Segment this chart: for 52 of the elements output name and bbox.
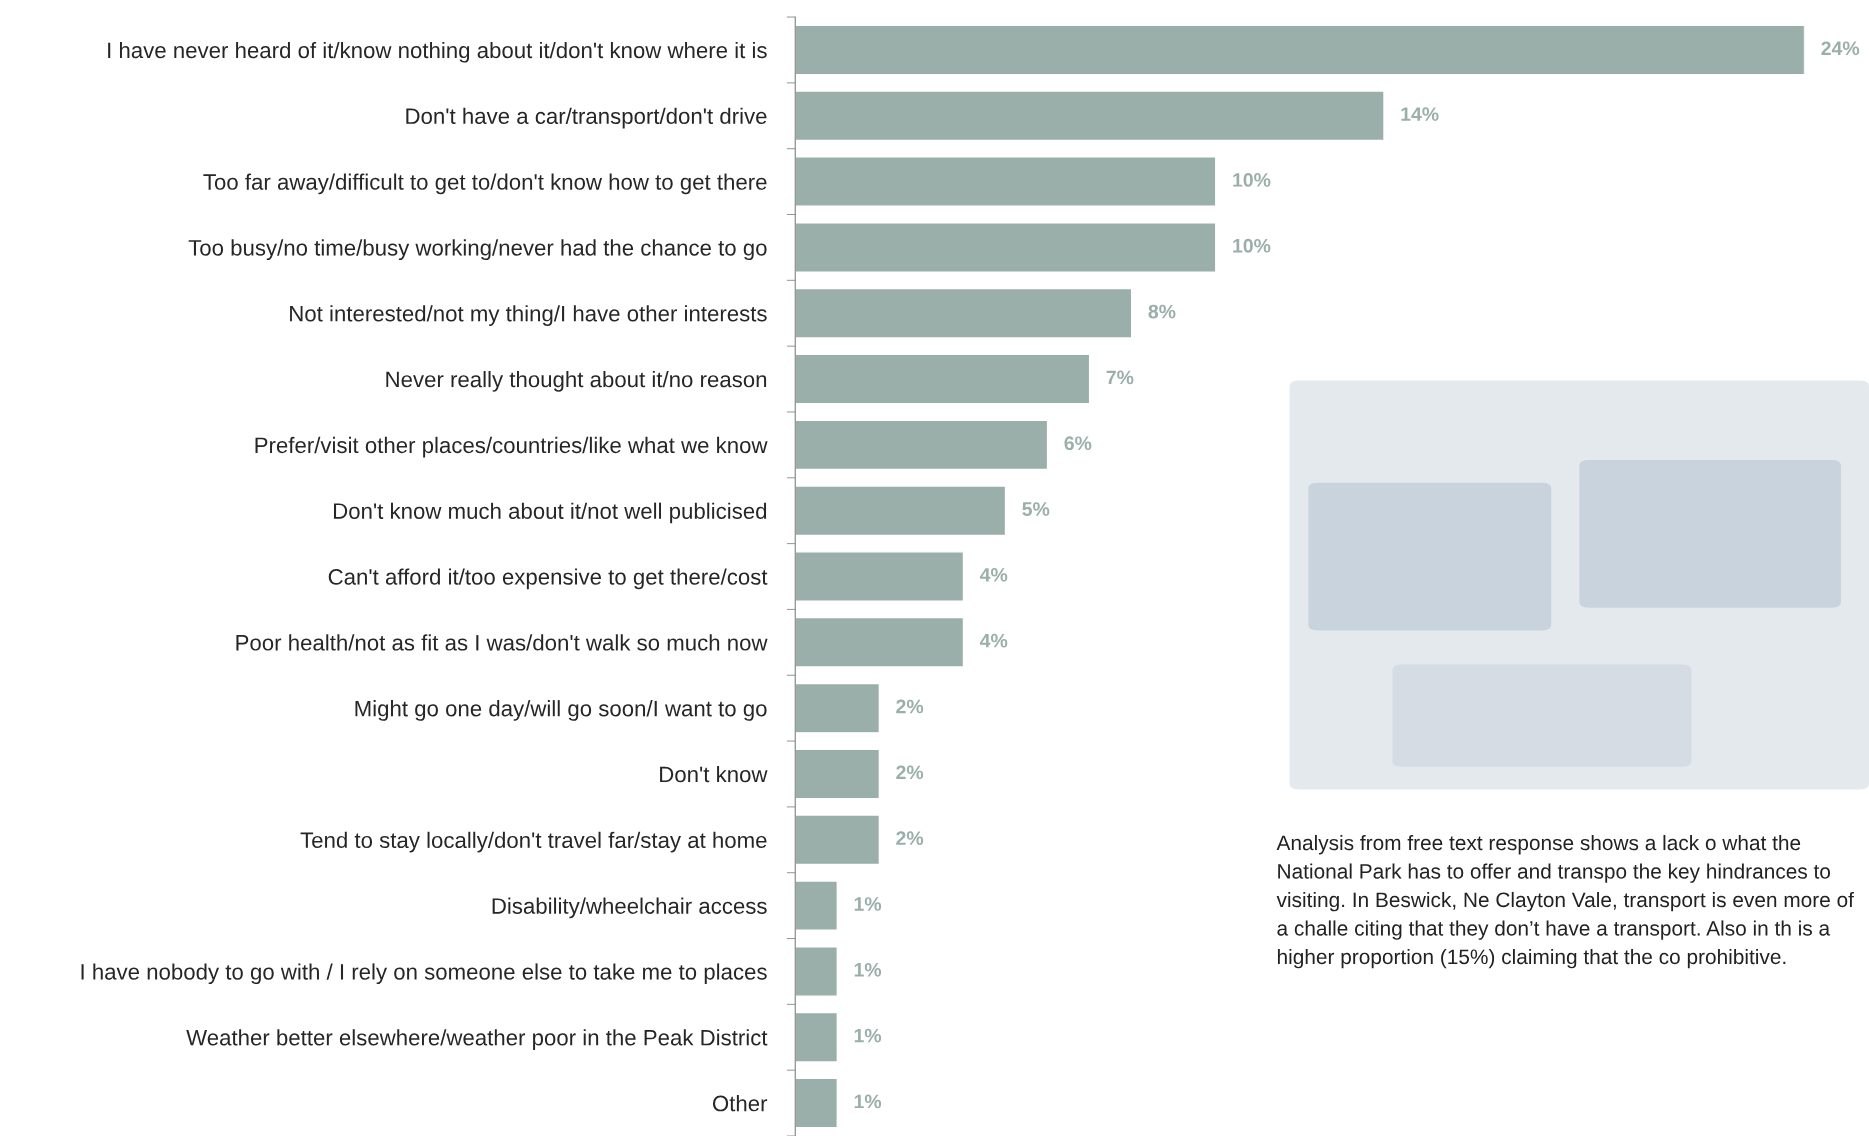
bar <box>795 287 1133 339</box>
bar <box>795 814 881 866</box>
y-tick-label: Might go one day/will go soon/I want to go <box>355 700 767 721</box>
y-tick-label: Too far away/difficult to get to/don't know how to get there <box>203 173 767 195</box>
y-tick-label: I have never heard of it/know nothing about it/don't know where it is <box>108 41 767 63</box>
data-label: 2% <box>896 765 924 780</box>
y-tick-label: Never really thought about it/no reason <box>386 371 767 392</box>
data-label: 1% <box>854 1094 882 1109</box>
bar <box>795 551 965 602</box>
bar <box>795 156 1217 207</box>
y-tick-label: Not interested/not my thing/I have other interests <box>290 305 767 326</box>
data-label: 2% <box>896 699 924 714</box>
bar <box>795 419 1049 471</box>
y-tick-label: I have nobody to go with / I rely on someone else to take me to places <box>81 963 767 985</box>
y-tick-label: Weather better elsewhere/weather poor in the Peak District <box>186 1029 768 1050</box>
bar <box>795 1011 839 1063</box>
bar <box>795 880 839 932</box>
y-tick-label: Poor health/not as fit as I was/don't walk so much now <box>236 634 768 651</box>
bar <box>795 616 965 668</box>
y-tick-label: Too busy/no time/busy working/never had the chance to go <box>188 239 767 261</box>
bar <box>795 946 839 997</box>
data-label: 8% <box>1148 304 1176 319</box>
data-label: 4% <box>979 633 1008 648</box>
bar <box>795 24 1805 76</box>
y-tick-label: Don't know much about it/not well publicised <box>333 502 767 524</box>
data-label: 5% <box>1022 502 1050 516</box>
y-tick-label: Tend to stay locally/don't travel far/stay at home <box>300 831 767 853</box>
data-label: 24% <box>1821 41 1860 56</box>
bar <box>795 90 1385 142</box>
bar <box>795 1077 839 1129</box>
bar <box>795 222 1217 273</box>
data-label: 1% <box>854 897 882 911</box>
data-label: 6% <box>1064 436 1092 451</box>
y-tick-label: Don't know <box>660 765 768 783</box>
y-tick-label: Can't afford it/too expensive to get there/cost <box>328 568 768 590</box>
data-label: 2% <box>896 831 924 845</box>
y-tick-label: Prefer/visit other places/countries/like what we know <box>255 436 768 458</box>
data-label: 7% <box>1106 370 1134 385</box>
data-label: 1% <box>854 962 882 977</box>
bar <box>795 748 881 800</box>
data-label: 14% <box>1401 107 1439 121</box>
y-tick-label: Disability/wheelchair access <box>492 897 767 919</box>
data-label: 10% <box>1233 238 1271 253</box>
bar <box>795 485 1007 537</box>
data-label: 1% <box>854 1028 882 1043</box>
annotation: Analysis from free text response shows a lack o what the National Park has to offer and transpo the key hindrances to visiting. In Beswick, Ne Clayton Vale, transport is even more of a challe citing that they don’t have a transport. Also in th is a higher proportion (15%) claiming that the co prohibitive. <box>1276 834 1854 969</box>
data-label: 4% <box>979 568 1008 582</box>
data-label: 10% <box>1233 173 1271 187</box>
bar <box>795 353 1091 405</box>
y-tick-label: Other <box>712 1095 768 1112</box>
bar <box>795 682 881 734</box>
y-tick-label: Don't have a car/transport/don't drive <box>406 107 767 129</box>
